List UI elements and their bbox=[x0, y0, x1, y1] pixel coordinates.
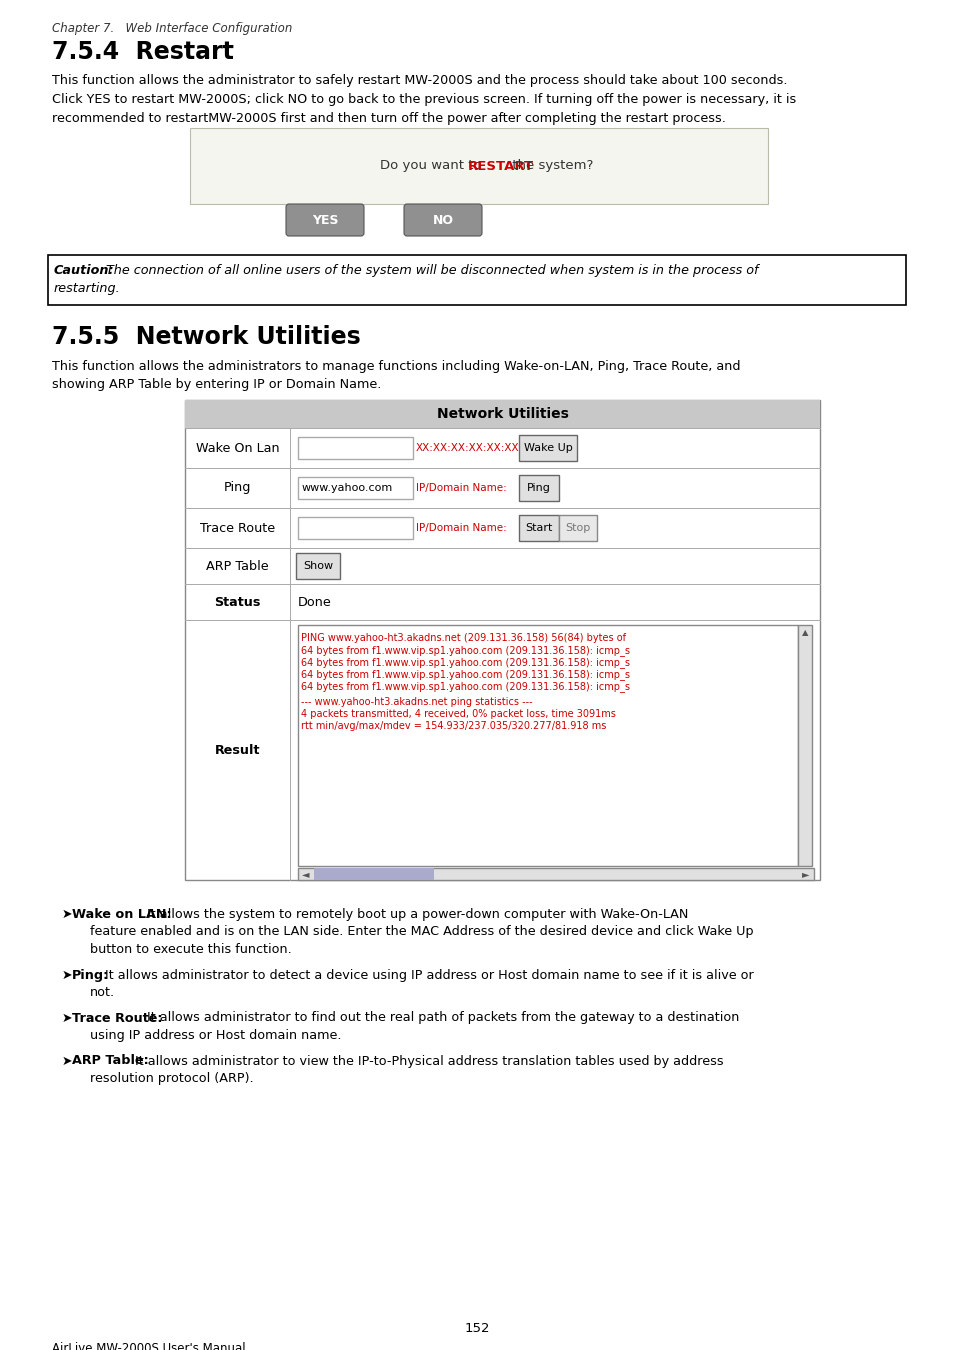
FancyBboxPatch shape bbox=[297, 517, 413, 539]
Text: Click YES to restart MW-2000S; click NO to go back to the previous screen. If tu: Click YES to restart MW-2000S; click NO … bbox=[52, 93, 796, 107]
Text: Ping:: Ping: bbox=[71, 968, 110, 981]
FancyBboxPatch shape bbox=[797, 625, 811, 865]
Text: This function allows the administrators to manage functions including Wake-on-LA: This function allows the administrators … bbox=[52, 360, 740, 373]
Text: the system?: the system? bbox=[507, 159, 593, 173]
FancyBboxPatch shape bbox=[185, 400, 820, 880]
FancyBboxPatch shape bbox=[185, 400, 820, 428]
Text: --- www.yahoo-ht3.akadns.net ping statistics ---: --- www.yahoo-ht3.akadns.net ping statis… bbox=[301, 697, 532, 707]
FancyBboxPatch shape bbox=[297, 477, 413, 500]
Text: The connection of all online users of the system will be disconnected when syste: The connection of all online users of th… bbox=[102, 265, 758, 277]
FancyBboxPatch shape bbox=[48, 255, 905, 305]
Text: feature enabled and is on the LAN side. Enter the MAC Address of the desired dev: feature enabled and is on the LAN side. … bbox=[90, 926, 753, 938]
FancyBboxPatch shape bbox=[518, 514, 558, 541]
Text: 4 packets transmitted, 4 received, 0% packet loss, time 3091ms: 4 packets transmitted, 4 received, 0% pa… bbox=[301, 709, 616, 720]
FancyBboxPatch shape bbox=[518, 435, 577, 460]
Text: Status: Status bbox=[214, 595, 260, 609]
Text: ➤: ➤ bbox=[62, 1011, 72, 1025]
Text: Caution:: Caution: bbox=[54, 265, 114, 277]
Text: XX:XX:XX:XX:XX:XX: XX:XX:XX:XX:XX:XX bbox=[416, 443, 519, 454]
Text: Network Utilities: Network Utilities bbox=[436, 406, 568, 421]
Text: ➤: ➤ bbox=[62, 909, 72, 921]
Text: using IP address or Host domain name.: using IP address or Host domain name. bbox=[90, 1029, 341, 1042]
FancyBboxPatch shape bbox=[295, 554, 339, 579]
Text: restarting.: restarting. bbox=[54, 282, 120, 296]
Text: Show: Show bbox=[303, 562, 333, 571]
FancyBboxPatch shape bbox=[297, 625, 797, 865]
FancyBboxPatch shape bbox=[518, 475, 558, 501]
Text: 64 bytes from f1.www.vip.sp1.yahoo.com (209.131.36.158): icmp_s: 64 bytes from f1.www.vip.sp1.yahoo.com (… bbox=[301, 670, 629, 680]
FancyBboxPatch shape bbox=[558, 514, 597, 541]
Text: recommended to restartMW-2000S first and then turn off the power after completin: recommended to restartMW-2000S first and… bbox=[52, 112, 725, 126]
Text: 64 bytes from f1.www.vip.sp1.yahoo.com (209.131.36.158): icmp_s: 64 bytes from f1.www.vip.sp1.yahoo.com (… bbox=[301, 645, 629, 656]
Text: 7.5.4  Restart: 7.5.4 Restart bbox=[52, 40, 233, 63]
Text: Wake Up: Wake Up bbox=[523, 443, 572, 454]
Text: Do you want to: Do you want to bbox=[380, 159, 486, 173]
Text: showing ARP Table by entering IP or Domain Name.: showing ARP Table by entering IP or Doma… bbox=[52, 378, 381, 392]
Text: It allows administrator to find out the real path of packets from the gateway to: It allows administrator to find out the … bbox=[143, 1011, 739, 1025]
Text: It allows the system to remotely boot up a power-down computer with Wake-On-LAN: It allows the system to remotely boot up… bbox=[143, 909, 687, 921]
Text: IP/Domain Name:: IP/Domain Name: bbox=[416, 483, 506, 493]
Text: button to execute this function.: button to execute this function. bbox=[90, 944, 292, 956]
Text: ARP Table: ARP Table bbox=[206, 559, 269, 572]
Text: 64 bytes from f1.www.vip.sp1.yahoo.com (209.131.36.158): icmp_s: 64 bytes from f1.www.vip.sp1.yahoo.com (… bbox=[301, 657, 629, 668]
FancyBboxPatch shape bbox=[403, 204, 481, 236]
Text: rtt min/avg/max/mdev = 154.933/237.035/320.277/81.918 ms: rtt min/avg/max/mdev = 154.933/237.035/3… bbox=[301, 721, 606, 730]
Text: ➤: ➤ bbox=[62, 968, 72, 981]
Text: Stop: Stop bbox=[565, 522, 590, 533]
Text: 64 bytes from f1.www.vip.sp1.yahoo.com (209.131.36.158): icmp_s: 64 bytes from f1.www.vip.sp1.yahoo.com (… bbox=[301, 680, 629, 693]
Text: Result: Result bbox=[214, 744, 260, 756]
Text: Trace Route: Trace Route bbox=[200, 521, 274, 535]
Text: Chapter 7.   Web Interface Configuration: Chapter 7. Web Interface Configuration bbox=[52, 22, 292, 35]
Text: ►: ► bbox=[801, 869, 809, 879]
Text: RESTART: RESTART bbox=[467, 159, 533, 173]
Text: This function allows the administrator to safely restart MW-2000S and the proces: This function allows the administrator t… bbox=[52, 74, 786, 86]
FancyBboxPatch shape bbox=[297, 868, 813, 880]
Text: 152: 152 bbox=[464, 1322, 489, 1335]
Text: Start: Start bbox=[525, 522, 552, 533]
Text: Wake On Lan: Wake On Lan bbox=[195, 441, 279, 455]
Text: Ping: Ping bbox=[526, 483, 551, 493]
Text: YES: YES bbox=[312, 213, 338, 227]
FancyBboxPatch shape bbox=[297, 437, 413, 459]
Text: PING www.yahoo-ht3.akadns.net (209.131.36.158) 56(84) bytes of: PING www.yahoo-ht3.akadns.net (209.131.3… bbox=[301, 633, 625, 643]
Text: AirLive MW-2000S User's Manual: AirLive MW-2000S User's Manual bbox=[52, 1342, 245, 1350]
Text: Wake on LAN:: Wake on LAN: bbox=[71, 909, 172, 921]
Text: resolution protocol (ARP).: resolution protocol (ARP). bbox=[90, 1072, 253, 1085]
Text: Ping: Ping bbox=[224, 482, 251, 494]
Text: 7.5.5  Network Utilities: 7.5.5 Network Utilities bbox=[52, 325, 360, 350]
Text: NO: NO bbox=[432, 213, 453, 227]
Text: ARP Table:: ARP Table: bbox=[71, 1054, 149, 1068]
FancyBboxPatch shape bbox=[286, 204, 364, 236]
Text: ➤: ➤ bbox=[62, 1054, 72, 1068]
Text: Done: Done bbox=[297, 595, 332, 609]
Text: ◄: ◄ bbox=[302, 869, 310, 879]
Text: www.yahoo.com: www.yahoo.com bbox=[302, 483, 393, 493]
FancyBboxPatch shape bbox=[314, 868, 434, 880]
Text: It allows administrator to detect a device using IP address or Host domain name : It allows administrator to detect a devi… bbox=[101, 968, 754, 981]
Text: ▲: ▲ bbox=[801, 629, 807, 637]
FancyBboxPatch shape bbox=[190, 128, 767, 204]
Text: IP/Domain Name:: IP/Domain Name: bbox=[416, 522, 506, 533]
Text: It allows administrator to view the IP-to-Physical address translation tables us: It allows administrator to view the IP-t… bbox=[131, 1054, 723, 1068]
Text: Trace Route:: Trace Route: bbox=[71, 1011, 162, 1025]
Text: not.: not. bbox=[90, 986, 115, 999]
